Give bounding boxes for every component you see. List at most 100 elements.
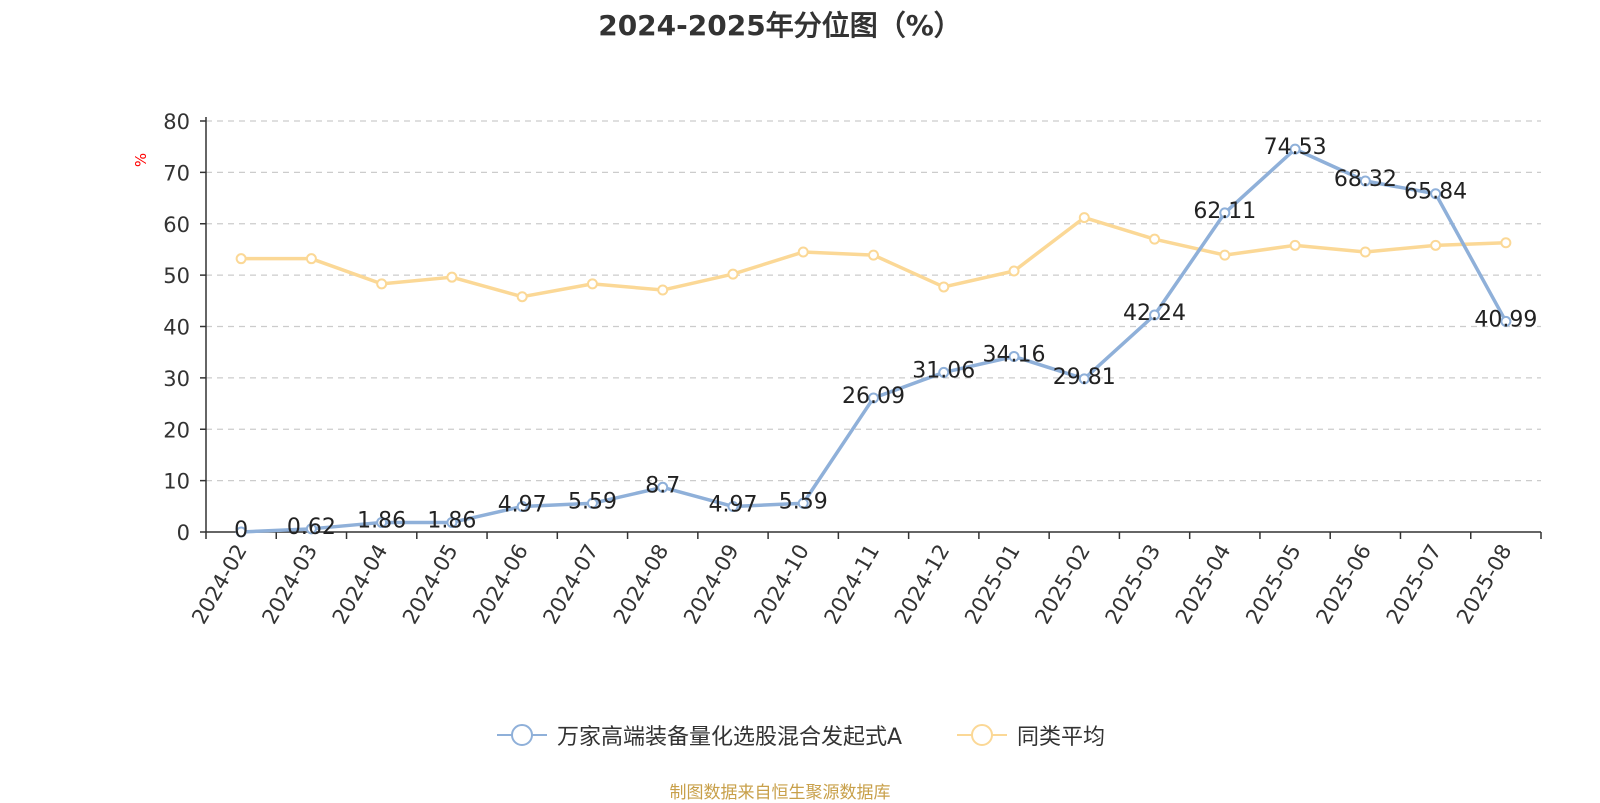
data-point	[1078, 373, 1090, 385]
data-point	[376, 278, 388, 290]
data-point	[235, 526, 247, 538]
data-point	[868, 392, 879, 404]
x-tick-label: 2024-02	[187, 540, 252, 628]
y-tick-label: 10	[163, 470, 190, 494]
data-label: 65.84	[1404, 180, 1467, 205]
data-point	[305, 523, 317, 535]
data-point	[1359, 246, 1371, 258]
data-point	[1008, 351, 1020, 363]
y-tick-label: 50	[163, 264, 190, 288]
series-layer	[235, 143, 1512, 538]
data-point	[657, 481, 669, 493]
x-tick-label: 2024-10	[749, 540, 814, 628]
y-tick-label: 70	[163, 161, 190, 185]
data-point	[1500, 237, 1512, 249]
data-label: 0	[234, 518, 248, 543]
y-tick-label: 0	[177, 521, 190, 545]
x-tick-label: 2025-07	[1382, 540, 1447, 628]
data-label: 31.06	[912, 358, 975, 383]
data-label: 34.16	[983, 343, 1046, 368]
data-point	[516, 500, 528, 512]
data-point	[586, 497, 598, 509]
data-point	[1149, 233, 1161, 245]
data-label: 29.81	[1053, 365, 1116, 390]
x-tick-label: 2024-06	[468, 540, 533, 628]
grid-lines	[206, 120, 1541, 482]
data-point	[1430, 239, 1442, 251]
data-point	[235, 253, 247, 265]
x-tick-label: 2025-02	[1030, 540, 1095, 628]
y-axis-label: %	[132, 153, 150, 167]
y-tick-label: 30	[163, 367, 190, 391]
data-labels: 0 0.62 1.86 1.86 4.97 5.59 8.7 4.97 5.59 26.09 31.…	[234, 135, 1537, 543]
data-label: 40.99	[1474, 307, 1537, 332]
data-label: 0.62	[287, 515, 336, 540]
data-label: 1.86	[357, 508, 406, 533]
legend-item-peer-average[interactable]: 同类平均	[957, 720, 1105, 750]
data-label: 4.97	[498, 492, 547, 517]
data-point	[305, 253, 317, 265]
y-tick-label: 20	[163, 418, 190, 442]
y-tick-label: 80	[163, 110, 190, 134]
x-tick-label: 2024-03	[257, 540, 322, 628]
data-point	[1219, 249, 1231, 261]
legend-label: 万家高端装备量化选股混合发起式A	[557, 725, 903, 750]
data-point	[586, 278, 598, 290]
data-label: 62.11	[1193, 199, 1256, 224]
data-point	[797, 497, 809, 509]
axes	[200, 117, 1542, 539]
data-point	[727, 268, 739, 280]
data-point	[1289, 239, 1301, 251]
legend-marker-icon	[957, 724, 1007, 746]
x-tick-label: 2024-07	[538, 540, 603, 628]
data-label: 68.32	[1334, 167, 1397, 192]
x-tick-label: 2024-12	[890, 540, 955, 628]
y-tick-label: 60	[163, 213, 190, 237]
data-point	[1500, 315, 1512, 327]
data-point	[376, 516, 388, 528]
data-point	[446, 516, 458, 528]
x-tick-labels: 2024-02 2024-03 2024-04 2024-05 2024-06 2024-…	[187, 540, 1516, 628]
legend-marker-icon	[497, 724, 547, 746]
data-point	[516, 291, 528, 303]
series-line	[241, 147, 1508, 534]
legend-label: 同类平均	[1017, 725, 1106, 750]
x-tick-label: 2024-08	[609, 540, 674, 628]
data-label: 74.53	[1264, 135, 1327, 160]
data-label: 1.86	[427, 508, 476, 533]
data-point	[657, 284, 669, 296]
data-label: 4.97	[708, 492, 757, 517]
chart-title: 2024-2025年分位图（%）	[598, 9, 962, 42]
data-point	[1149, 309, 1161, 321]
data-point	[938, 366, 950, 378]
data-point	[1359, 175, 1371, 187]
x-tick-label: 2025-05	[1241, 540, 1306, 628]
data-point	[1078, 212, 1090, 224]
data-point	[797, 246, 809, 258]
x-tick-label: 2025-03	[1101, 540, 1166, 628]
data-point	[1008, 265, 1020, 277]
x-tick-label: 2024-05	[398, 540, 463, 628]
x-tick-label: 2025-06	[1311, 540, 1376, 628]
data-point	[1219, 207, 1231, 219]
data-label: 8.7	[645, 473, 680, 498]
data-point	[446, 271, 458, 283]
data-label: 26.09	[842, 384, 905, 409]
data-label: 5.59	[568, 489, 617, 514]
x-tick-label: 2025-01	[960, 540, 1025, 628]
data-point	[868, 249, 879, 261]
legend-item-fund[interactable]: 万家高端装备量化选股混合发起式A	[497, 720, 902, 750]
y-tick-label: 40	[163, 316, 190, 340]
data-label: 5.59	[779, 489, 828, 514]
data-label: 42.24	[1123, 301, 1186, 326]
data-point	[1289, 143, 1301, 155]
data-point	[1430, 188, 1442, 200]
x-tick-label: 2025-08	[1452, 540, 1517, 628]
x-tick-label: 2024-11	[820, 540, 885, 628]
data-point	[938, 281, 950, 293]
x-tick-label: 2024-04	[328, 540, 393, 628]
y-tick-labels: 0 10 20 30 40 50 60 70 80	[163, 110, 190, 545]
source-note: 制图数据来自恒生聚源数据库	[669, 783, 891, 803]
data-point	[727, 500, 739, 512]
